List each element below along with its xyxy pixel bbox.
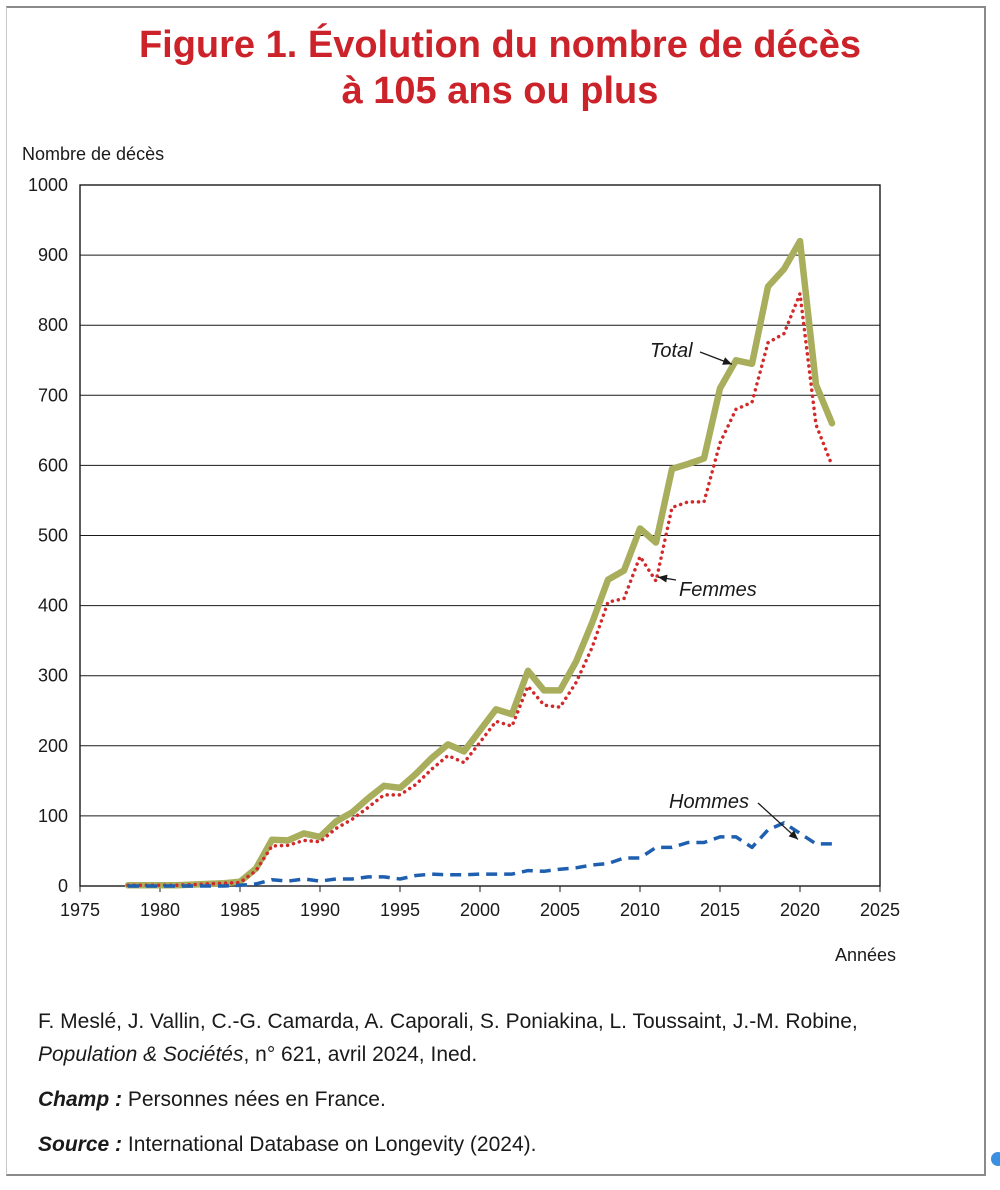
- series-layer: [124, 237, 836, 889]
- y-tick-label-500: 500: [38, 526, 68, 546]
- source-text: International Database on Longevity (202…: [122, 1133, 537, 1156]
- x-tick-labels: 1975 1980 1985 1990 1995 2000 2005 2010 2015 2020…: [60, 886, 900, 920]
- champ-text: Personnes nées en France.: [122, 1088, 386, 1111]
- source-note: Source : International Database on Longe…: [38, 1128, 978, 1161]
- y-tick-label-300: 300: [38, 666, 68, 686]
- source-label: Source :: [38, 1133, 123, 1156]
- y-tick-label-0: 0: [58, 876, 68, 896]
- y-tick-label-100: 100: [38, 806, 68, 826]
- y-tick-label-200: 200: [38, 736, 68, 756]
- x-tick-label-2010: 2010: [620, 900, 660, 920]
- y-tick-label-600: 600: [38, 455, 68, 475]
- x-tick-label-1980: 1980: [140, 900, 180, 920]
- x-tick-label-1995: 1995: [380, 900, 420, 920]
- x-axis-title: Années: [835, 945, 896, 965]
- citation: F. Meslé, J. Vallin, C.-G. Camarda, A. C…: [38, 1005, 978, 1071]
- figure-footer: F. Meslé, J. Vallin, C.-G. Camarda, A. C…: [38, 1005, 978, 1173]
- series-line-total: [124, 237, 836, 889]
- annotation-arrow-hommes: [757, 802, 799, 840]
- annotation-femmes: Femmes: [679, 579, 757, 601]
- x-tick-label-1985: 1985: [220, 900, 260, 920]
- y-axis-title: Nombre de décès: [22, 144, 164, 164]
- y-tick-label-1000: 1000: [28, 175, 68, 195]
- y-tick-label-400: 400: [38, 596, 68, 616]
- figure-frame: [6, 6, 986, 1176]
- annotation-arrowhead-hommes: [788, 830, 798, 840]
- x-tick-label-2025: 2025: [860, 900, 900, 920]
- x-tick-label-2000: 2000: [460, 900, 500, 920]
- corner-dot: [991, 1152, 1000, 1166]
- x-tick-label-1975: 1975: [60, 900, 100, 920]
- chart-title: Figure 1. Évolution du nombre de décès à…: [0, 22, 1000, 114]
- citation-journal: Population & Sociétés: [38, 1043, 244, 1066]
- champ-label: Champ :: [38, 1088, 122, 1111]
- chart-svg: 0 100 200 300 400 500 600 700 800 900 1000 1975 198…: [22, 144, 900, 965]
- y-tick-label-900: 900: [38, 245, 68, 265]
- annotation-arrowhead-femmes: [658, 574, 668, 583]
- y-tick-labels: 0 100 200 300 400 500 600 700 800 900 1000: [28, 175, 68, 896]
- x-tick-label-2015: 2015: [700, 900, 740, 920]
- champ-note: Champ : Personnes nées en France.: [38, 1083, 978, 1116]
- chart-title-line-2: à 105 ans ou plus: [341, 70, 659, 112]
- citation-issue: , n° 621, avril 2024, Ined.: [243, 1043, 478, 1066]
- y-tick-label-700: 700: [38, 385, 68, 405]
- annotation-total: Total: [650, 340, 693, 362]
- chart-title-line-1: Figure 1. Évolution du nombre de décès: [138, 24, 862, 66]
- annotation-arrowhead-total: [722, 357, 732, 365]
- annotation-hommes: Hommes: [669, 791, 749, 813]
- x-tick-label-2005: 2005: [540, 900, 580, 920]
- series-line-hommes: [128, 821, 832, 888]
- annotation-layer: Total Femmes Hommes: [650, 340, 799, 840]
- y-tick-label-800: 800: [38, 315, 68, 335]
- grid-layer: [80, 254, 880, 817]
- citation-authors: F. Meslé, J. Vallin, C.-G. Camarda, A. C…: [38, 1010, 858, 1033]
- x-tick-label-2020: 2020: [780, 900, 820, 920]
- x-tick-label-1990: 1990: [300, 900, 340, 920]
